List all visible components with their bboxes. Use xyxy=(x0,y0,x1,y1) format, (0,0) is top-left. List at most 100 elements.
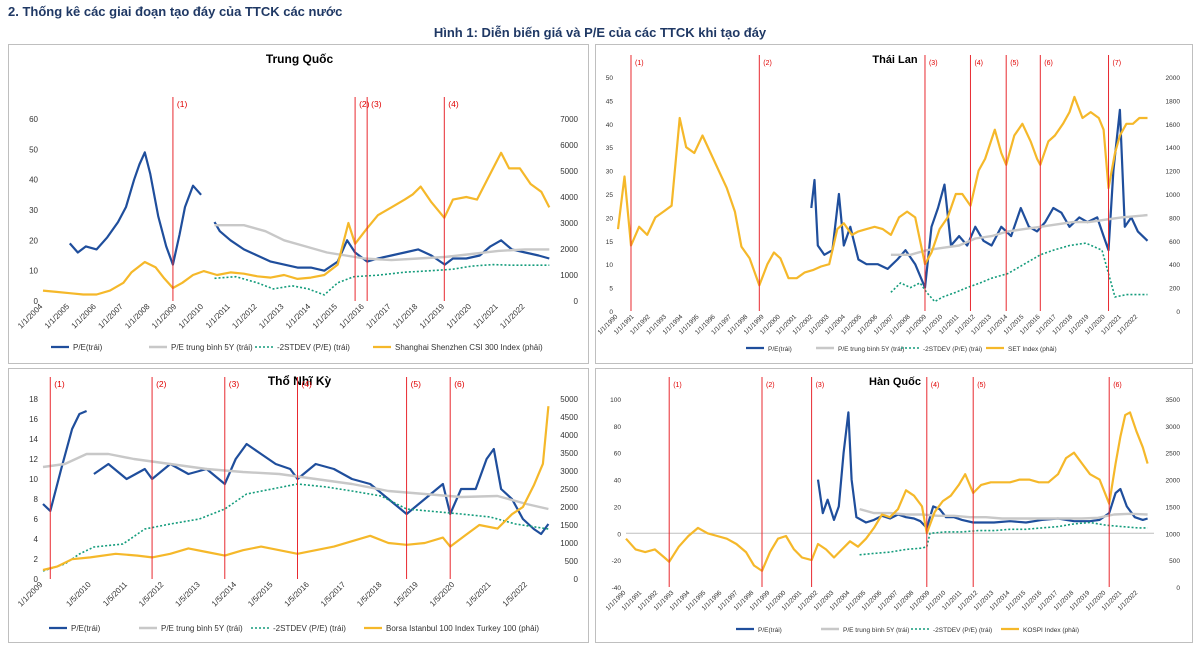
y-right-tick-label: 4500 xyxy=(560,413,578,422)
series-line-ma xyxy=(859,507,1148,520)
y-left-tick-label: 30 xyxy=(29,206,38,215)
y-left-tick-label: 2 xyxy=(34,555,39,564)
bottom-marker-label: (4) xyxy=(974,60,983,67)
y-right-tick-label: 1500 xyxy=(1166,504,1181,511)
y-right-tick-label: 0 xyxy=(1176,309,1180,316)
x-tick-label: 1/5/2020 xyxy=(428,580,457,609)
x-tick-label: 1/1/2014 xyxy=(284,302,313,331)
chart-panel-korea: Hàn Quốc -40 -20 0 20 40 60 80 100 0 500 1000 1500 20… xyxy=(595,368,1193,643)
y-right-tick-label: 1000 xyxy=(1166,531,1181,538)
x-tick-label: 1/1/2019 xyxy=(418,302,447,331)
x-tick-label: 1/5/2014 xyxy=(210,580,239,609)
legend-label-ma: P/E trung bình 5Y (trái) xyxy=(843,627,909,634)
y-right-tick-label: 1000 xyxy=(560,539,578,548)
legend-label-index: KOSPI Index (phải) xyxy=(1023,627,1079,634)
bottom-marker-label: (3) xyxy=(371,99,382,109)
y-right-tick-label: 500 xyxy=(565,557,579,566)
series-line-sd xyxy=(214,263,550,296)
y-left-tick-label: 60 xyxy=(29,115,38,124)
legend-label-pe: P/E(trái) xyxy=(73,343,103,352)
bottom-marker-label: (6) xyxy=(1113,382,1122,389)
y-right-tick-label: 600 xyxy=(1169,239,1180,246)
series-line-pe xyxy=(42,409,88,513)
y-right-tick-label: 4000 xyxy=(560,431,578,440)
x-tick-label: 1/1/2021 xyxy=(471,302,500,331)
y-left-tick-label: 5 xyxy=(609,286,613,293)
y-right-tick-label: 6000 xyxy=(560,141,578,150)
y-left-tick-label: 10 xyxy=(606,262,614,269)
section-heading: 2. Thống kê các giai đoạn tạo đáy của TT… xyxy=(8,4,343,19)
y-right-tick-label: 3000 xyxy=(560,467,578,476)
legend-label-pe: P/E(trái) xyxy=(758,627,782,634)
bottom-marker-label: (7) xyxy=(1113,60,1122,67)
y-right-tick-label: 0 xyxy=(574,297,579,306)
x-tick-label: 1/5/2017 xyxy=(319,580,348,609)
x-tick-label: 1/5/2018 xyxy=(355,580,384,609)
bottom-marker-label: (4) xyxy=(931,382,940,389)
bottom-marker-label: (3) xyxy=(816,382,825,389)
y-right-tick-label: 7000 xyxy=(560,115,578,124)
bottom-marker-label: (2) xyxy=(763,60,772,67)
bottom-marker-label: (1) xyxy=(177,99,188,109)
x-tick-label: 1/5/2022 xyxy=(501,580,530,609)
series-line-ma xyxy=(214,224,550,262)
y-right-tick-label: 3000 xyxy=(560,219,578,228)
y-right-tick-label: 1200 xyxy=(1166,169,1181,176)
chart-title: Hàn Quốc xyxy=(869,376,921,388)
y-right-tick-label: 0 xyxy=(574,575,579,584)
y-left-tick-label: 18 xyxy=(29,395,38,404)
x-tick-label: 1/5/2012 xyxy=(137,580,166,609)
y-left-tick-label: 50 xyxy=(606,75,614,82)
legend-label-sd: -2STDEV (P/E) (trái) xyxy=(277,343,350,352)
bottom-marker-label: (5) xyxy=(411,379,422,389)
y-right-tick-label: 500 xyxy=(1169,558,1180,565)
y-left-tick-label: 20 xyxy=(29,236,38,245)
y-left-tick-label: -20 xyxy=(612,558,622,565)
y-right-tick-label: 2500 xyxy=(1166,451,1181,458)
series-line-index xyxy=(42,151,551,296)
y-right-tick-label: 5000 xyxy=(560,167,578,176)
y-left-tick-label: 40 xyxy=(614,478,622,485)
x-tick-label: 1/5/2019 xyxy=(392,580,421,609)
y-left-tick-label: 12 xyxy=(29,455,38,464)
x-tick-label: 1/1/2016 xyxy=(338,302,367,331)
y-right-tick-label: 2000 xyxy=(1166,478,1181,485)
legend-label-sd: -2STDEV (P/E) (trái) xyxy=(923,346,982,353)
x-tick-label: 1/5/2015 xyxy=(246,580,275,609)
series-line-ma xyxy=(890,213,1148,256)
y-left-tick-label: 10 xyxy=(29,267,38,276)
bottom-marker-label: (6) xyxy=(454,379,465,389)
bottom-marker-label: (5) xyxy=(977,382,986,389)
y-right-tick-label: 1000 xyxy=(1166,192,1181,199)
y-right-tick-label: 2000 xyxy=(1166,75,1181,82)
y-left-tick-label: 0 xyxy=(617,531,621,538)
series-line-ma xyxy=(42,452,549,511)
y-right-tick-label: 1600 xyxy=(1166,122,1181,129)
y-left-tick-label: 0 xyxy=(609,309,613,316)
legend-label-pe: P/E(trái) xyxy=(768,346,792,353)
y-left-tick-label: 25 xyxy=(606,192,614,199)
series-line-sd xyxy=(859,521,1148,556)
chart-panel-turkey: Thổ Nhĩ Kỳ 0 2 4 6 8 10 12 14 16 18 0 500 1000 1500 200… xyxy=(8,368,589,643)
chart-svg-china: Trung Quốc 0 10 20 30 40 50 60 0 1000 2000 3000 4000… xyxy=(16,52,579,352)
y-right-tick-label: 2500 xyxy=(560,485,578,494)
y-left-tick-label: 0 xyxy=(34,297,39,306)
y-left-tick-label: 4 xyxy=(34,535,39,544)
series-line-sd xyxy=(890,242,1148,303)
x-tick-label: 1/1/2012 xyxy=(230,302,259,331)
series-line-pe xyxy=(213,221,550,272)
y-left-tick-label: 10 xyxy=(29,475,38,484)
series-line-index xyxy=(42,406,550,572)
y-left-tick-label: 14 xyxy=(29,435,38,444)
y-left-tick-label: 80 xyxy=(614,424,622,431)
chart-panel-thailand: Thái Lan 0 5 10 15 20 25 30 35 40 45 50 0 200 400 600 80… xyxy=(595,44,1193,364)
y-left-tick-label: 35 xyxy=(606,145,614,152)
chart-svg-turkey: Thổ Nhĩ Kỳ 0 2 4 6 8 10 12 14 16 18 0 500 1000 1500 200… xyxy=(16,374,579,633)
y-left-tick-label: 45 xyxy=(606,98,614,105)
x-tick-label: 1/1/2022 xyxy=(498,302,527,331)
y-left-tick-label: 6 xyxy=(34,515,39,524)
y-right-tick-label: 2000 xyxy=(560,503,578,512)
series-line-pe xyxy=(68,151,202,266)
legend-label-sd: -2STDEV (P/E) (trái) xyxy=(273,624,346,633)
y-right-tick-label: 400 xyxy=(1169,262,1180,269)
